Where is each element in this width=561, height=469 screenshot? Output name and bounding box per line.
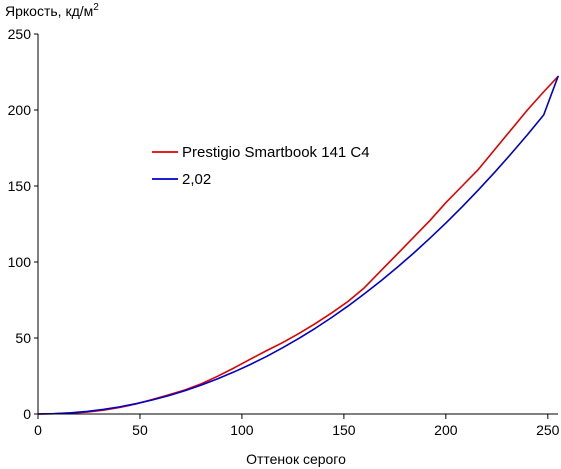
y-tick-label: 200 (8, 102, 32, 118)
x-tick-label: 200 (434, 422, 458, 438)
y-axis-label: Яркость, кд/м2 (5, 2, 99, 19)
y-axis-ticks: 0 50 100 150 200 250 (8, 26, 38, 422)
series-line-2 (37, 75, 559, 415)
y-axis-label-text: Яркость, кд/м (5, 3, 93, 19)
series-line-1 (37, 75, 559, 415)
x-tick-label: 0 (34, 422, 42, 438)
y-tick-label: 0 (23, 406, 31, 422)
x-tick-label: 50 (132, 422, 148, 438)
x-tick-label: 250 (536, 422, 560, 438)
x-tick-label: 100 (230, 422, 254, 438)
x-axis-ticks: 0 50 100 150 200 250 (34, 414, 560, 438)
y-tick-label: 100 (8, 254, 32, 270)
y-tick-label: 50 (15, 330, 31, 346)
y-tick-label: 150 (8, 178, 32, 194)
y-tick-label: 250 (8, 26, 32, 42)
series-layer (37, 75, 559, 415)
legend: Prestigio Smartbook 141 C4 2,02 (152, 144, 370, 188)
legend-label-2: 2,02 (182, 171, 211, 188)
y-axis-label-superscript: 2 (93, 2, 99, 13)
x-tick-label: 150 (332, 422, 356, 438)
x-axis-label: Оттенок серого (246, 451, 346, 467)
legend-label-1: Prestigio Smartbook 141 C4 (182, 144, 370, 161)
